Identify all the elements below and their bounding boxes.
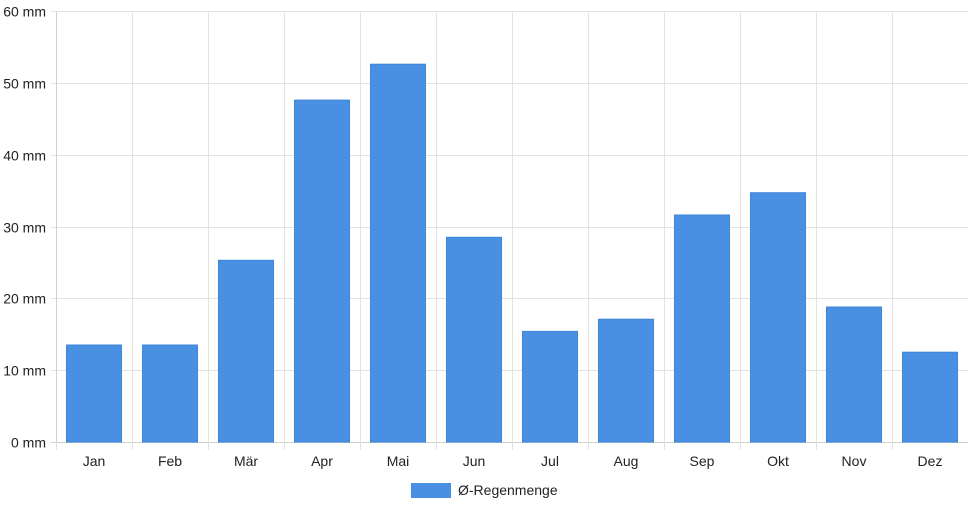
bar-jul[interactable]	[522, 330, 578, 443]
legend[interactable]: Ø-Regenmenge	[411, 482, 558, 498]
y-tick-label: 30 mm	[3, 220, 46, 236]
x-tick-label: Okt	[767, 453, 789, 469]
x-tick-label: Dez	[918, 453, 943, 469]
y-tick-label: 40 mm	[3, 148, 46, 164]
x-tick-label: Jun	[463, 453, 486, 469]
bars	[66, 63, 958, 443]
legend-item-regenmenge[interactable]: Ø-Regenmenge	[411, 482, 558, 498]
x-tick-label: Mai	[387, 453, 410, 469]
x-tick-label: Sep	[690, 453, 715, 469]
bar-jan[interactable]	[66, 344, 122, 443]
x-tick-label: Jul	[541, 453, 559, 469]
y-tick-label: 0 mm	[11, 435, 46, 451]
y-tick-label: 60 mm	[3, 4, 46, 20]
bar-nov[interactable]	[826, 306, 882, 443]
bar-feb[interactable]	[142, 344, 198, 443]
bar-mär[interactable]	[218, 259, 274, 443]
grid-lines	[51, 11, 968, 450]
x-tick-label: Apr	[311, 453, 333, 469]
y-tick-label: 10 mm	[3, 363, 46, 379]
bar-aug[interactable]	[598, 318, 654, 443]
bar-okt[interactable]	[750, 192, 806, 443]
x-tick-label: Jan	[83, 453, 106, 469]
y-tick-label: 50 mm	[3, 76, 46, 92]
x-tick-label: Feb	[158, 453, 182, 469]
bar-jun[interactable]	[446, 236, 502, 443]
y-axis-tick-labels: 0 mm 10 mm 20 mm 30 mm 40 mm 50 mm 60 mm	[3, 4, 46, 451]
x-tick-label: Mär	[234, 453, 258, 469]
x-tick-label: Aug	[614, 453, 639, 469]
bar-sep[interactable]	[674, 214, 730, 443]
bar-dez[interactable]	[902, 351, 958, 443]
legend-swatch	[411, 483, 451, 498]
bar-apr[interactable]	[294, 99, 350, 443]
x-tick-label: Nov	[842, 453, 867, 469]
legend-label: Ø-Regenmenge	[458, 482, 558, 498]
y-tick-label: 20 mm	[3, 291, 46, 307]
x-axis-tick-labels: Jan Feb Mär Apr Mai Jun Jul Aug Sep Okt Nov Dez	[83, 453, 943, 469]
bar-mai[interactable]	[370, 63, 426, 443]
